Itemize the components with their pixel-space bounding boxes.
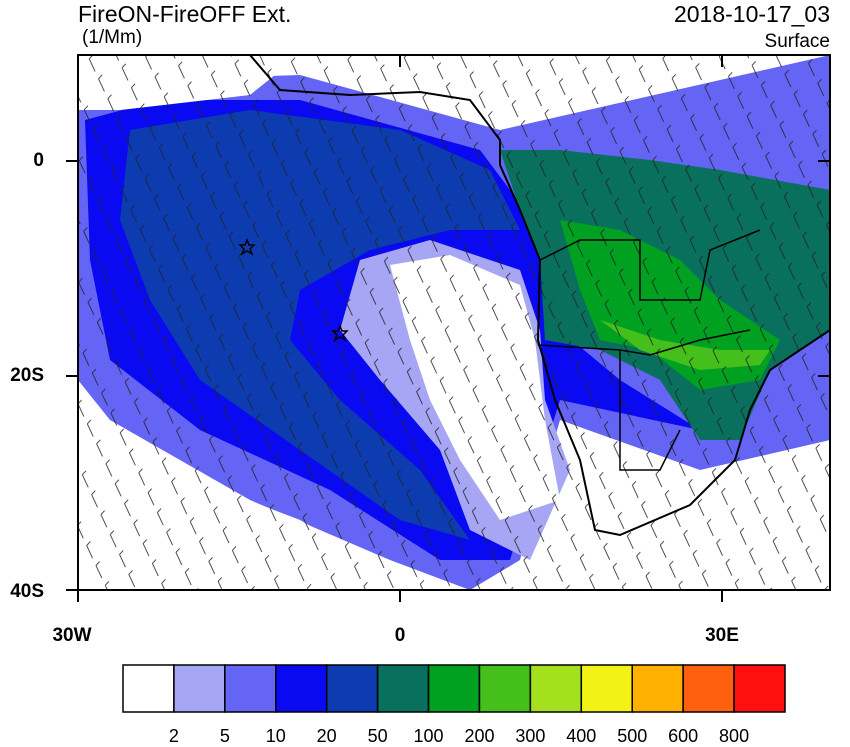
colorbar-label: 500 xyxy=(617,726,647,746)
colorbar-label: 20 xyxy=(317,726,337,746)
colorbar-box xyxy=(275,664,328,713)
borders-namibia xyxy=(619,350,681,471)
map-frame xyxy=(77,54,831,591)
colorbar-box xyxy=(580,664,633,713)
colorbar-label: 10 xyxy=(266,726,286,746)
lon-label: 0 xyxy=(395,625,406,646)
site-marker xyxy=(238,237,256,256)
date: 2018-10-17_03 xyxy=(674,1,830,27)
colorbar-box xyxy=(325,664,379,713)
lon-label: 30W xyxy=(52,625,91,646)
level: Surface xyxy=(765,31,830,52)
colorbar-label: 100 xyxy=(414,726,444,746)
colorbar-label: 5 xyxy=(220,726,230,746)
site-marker xyxy=(331,323,349,342)
coastline xyxy=(249,55,830,537)
colorbar-box xyxy=(427,664,481,713)
colorbar-box xyxy=(733,664,786,713)
borders xyxy=(539,229,761,301)
colorbar-box xyxy=(682,664,735,713)
colorbar-label: 600 xyxy=(668,726,698,746)
lat-label: 20S xyxy=(10,365,44,386)
colorbar-label: 50 xyxy=(368,726,388,746)
colorbar-label: 800 xyxy=(719,726,749,746)
colorbar-box xyxy=(529,664,583,713)
map-area xyxy=(78,55,830,590)
colorbar-box xyxy=(224,664,277,713)
lat-label: 40S xyxy=(10,581,44,602)
wind-barbs xyxy=(78,55,830,590)
colorbar-box xyxy=(122,664,175,713)
colorbar: 2 5 10 20 50 100 200 300 400 500 600 800 xyxy=(122,664,786,746)
lon-label: 30E xyxy=(705,625,739,646)
units: (1/Mm) xyxy=(82,27,142,48)
colorbar-label: 400 xyxy=(566,726,596,746)
title: FireON-FireOFF Ext. xyxy=(78,1,291,27)
tick-marks xyxy=(66,55,830,602)
colorbar-label: 200 xyxy=(464,726,494,746)
colorbar-box xyxy=(376,664,430,713)
colorbar-box xyxy=(631,664,684,713)
colorbar-box xyxy=(478,664,532,713)
colorbar-label: 2 xyxy=(169,726,179,746)
borders-south xyxy=(537,329,751,356)
colorbar-label: 300 xyxy=(515,726,545,746)
colorbar-box xyxy=(173,664,226,713)
lat-label: 0 xyxy=(33,150,44,171)
